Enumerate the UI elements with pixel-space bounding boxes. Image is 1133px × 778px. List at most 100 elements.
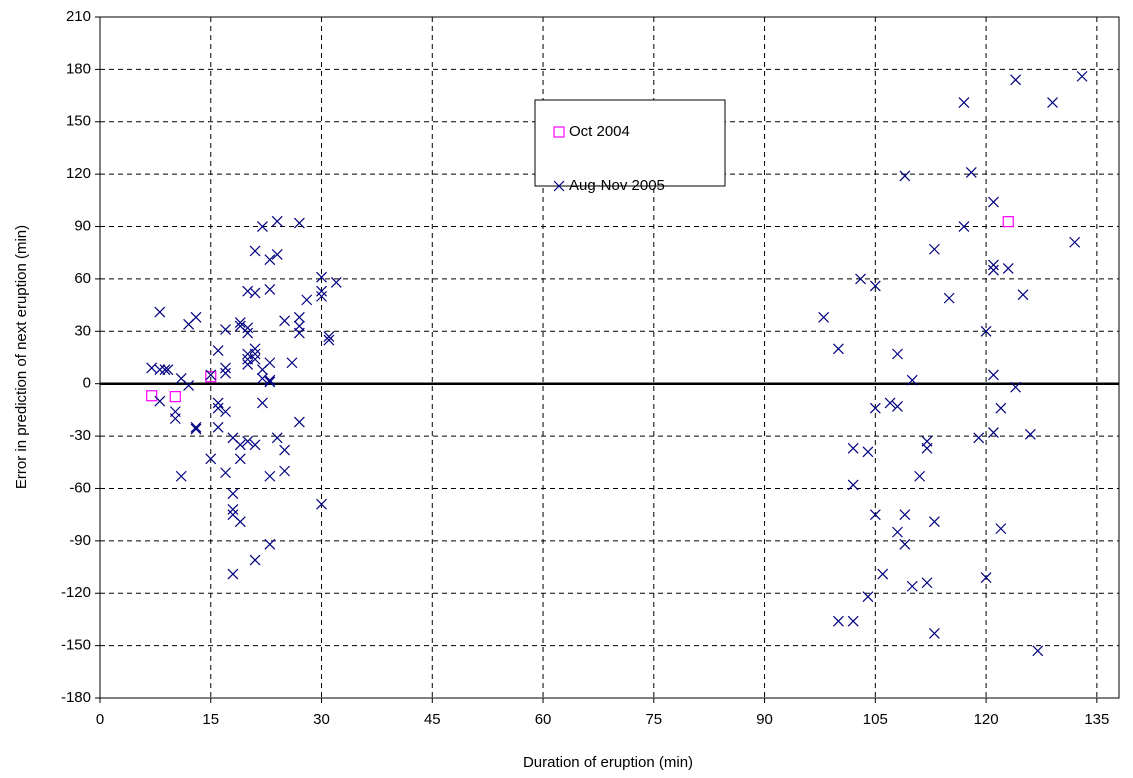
point (271, 249, 283, 260)
point (257, 397, 268, 409)
point (832, 615, 844, 627)
point (818, 311, 830, 323)
legend: Oct 2004 Aug-Nov 2005 (534, 99, 726, 194)
point (988, 369, 999, 381)
point (899, 170, 911, 182)
point (271, 432, 283, 444)
point (212, 402, 224, 414)
x-tick-label: 30 (313, 711, 330, 728)
point (249, 554, 261, 566)
point (220, 324, 231, 335)
point (154, 306, 166, 318)
point (227, 568, 239, 580)
point (928, 627, 940, 639)
point (1032, 645, 1044, 657)
point (869, 509, 881, 521)
point (293, 217, 305, 229)
point (220, 362, 231, 374)
y-tick-label: -30 (69, 427, 91, 444)
legend-box (534, 99, 726, 187)
point (249, 245, 261, 257)
legend-marker (553, 180, 565, 192)
point (220, 406, 231, 418)
point (183, 380, 195, 391)
point (330, 276, 342, 288)
point (169, 391, 181, 403)
x-tick-label: 45 (424, 711, 441, 728)
point (1024, 428, 1036, 440)
y-tick-label: -150 (61, 637, 91, 654)
point (264, 470, 276, 482)
y-tick-label: 30 (74, 322, 91, 339)
y-tick-label: -120 (61, 584, 91, 601)
y-tick-label: -180 (61, 689, 91, 706)
point (921, 577, 933, 589)
point (227, 503, 239, 515)
point (249, 439, 261, 451)
point (899, 538, 911, 550)
point (1047, 97, 1058, 108)
point (1010, 381, 1022, 393)
point (869, 402, 881, 414)
point (242, 359, 254, 370)
point (257, 373, 268, 384)
point (1010, 74, 1022, 86)
point (323, 331, 335, 342)
point (212, 345, 224, 356)
point (169, 413, 181, 425)
point (988, 264, 999, 276)
point (190, 311, 202, 323)
point (162, 364, 174, 376)
point (159, 364, 171, 376)
point (892, 526, 903, 538)
point (921, 442, 933, 454)
point (301, 294, 313, 306)
point (1069, 236, 1081, 248)
y-tick-label: 150 (66, 113, 91, 130)
point (1002, 216, 1014, 228)
point (242, 435, 254, 447)
legend-marker (553, 126, 565, 138)
legend-label: Oct 2004 (569, 123, 630, 140)
point (190, 423, 202, 435)
point (293, 416, 305, 428)
point (862, 446, 874, 458)
point (943, 292, 955, 304)
point (212, 421, 224, 433)
point (995, 402, 1007, 414)
point (862, 591, 874, 603)
x-tick-label: 120 (974, 711, 999, 728)
point (205, 369, 217, 381)
point (227, 488, 239, 500)
point (973, 432, 985, 444)
point (249, 353, 261, 365)
point (855, 273, 866, 285)
point (249, 348, 261, 360)
point (264, 376, 276, 388)
point (175, 470, 187, 482)
y-tick-label: 90 (74, 218, 91, 235)
point (884, 397, 896, 409)
point (980, 572, 992, 583)
point (279, 465, 291, 477)
point (234, 439, 246, 451)
plot-border (99, 16, 1120, 699)
point (293, 327, 305, 339)
point (928, 243, 940, 255)
y-tick-label: 60 (74, 270, 91, 287)
point (995, 523, 1007, 535)
point (205, 371, 217, 383)
point (928, 516, 940, 528)
point (220, 467, 231, 479)
point (958, 97, 970, 108)
point (242, 322, 254, 334)
point (988, 259, 999, 271)
point (264, 283, 276, 295)
y-tick-label: 180 (66, 60, 91, 77)
point (212, 397, 224, 409)
y-axis-label: Error in prediction of next eruption (mi… (13, 225, 30, 489)
point (264, 357, 276, 369)
x-tick-label: 105 (863, 711, 888, 728)
y-tick-label: 210 (66, 8, 91, 25)
